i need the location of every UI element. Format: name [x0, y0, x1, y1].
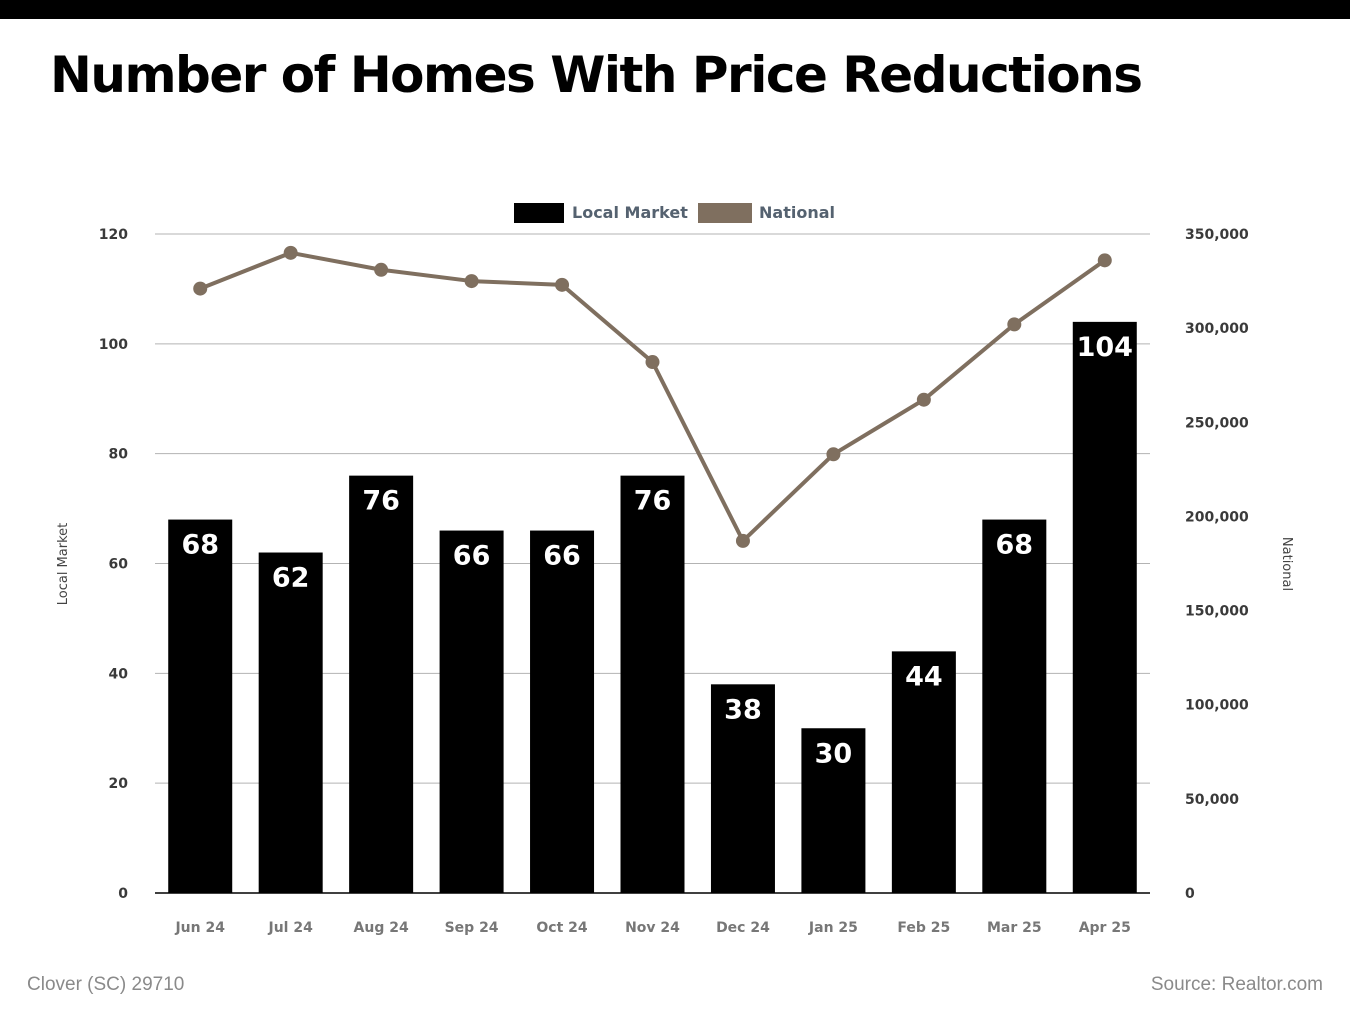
line-point	[374, 262, 389, 277]
y2-tick-label: 50,000	[1185, 792, 1239, 808]
bar-value-label: 76	[634, 486, 672, 517]
source-label: Source: Realtor.com	[1150, 974, 1323, 995]
y-tick-label: 100	[99, 337, 128, 353]
bar-value-label: 76	[362, 486, 400, 517]
bar-value-label: 68	[181, 530, 219, 561]
y-tick-label: 120	[99, 227, 128, 243]
location-label: Clover (SC) 29710	[27, 974, 185, 995]
bar	[439, 530, 504, 893]
y-tick-label: 80	[109, 447, 129, 463]
bar	[1072, 321, 1137, 893]
y2-tick-label: 150,000	[1185, 604, 1249, 620]
line-point	[1007, 317, 1022, 332]
bar	[349, 475, 414, 893]
line-point	[464, 274, 479, 289]
axes: 0 20 40 60 80 100 120 0 50,000 100,000 150,000 200,…	[56, 227, 1294, 936]
y2-tick-label: 300,000	[1185, 321, 1249, 337]
x-tick-label: Oct 24	[536, 920, 588, 936]
line-point	[1097, 253, 1112, 268]
line-point	[826, 447, 841, 462]
bar	[891, 651, 956, 893]
y2-tick-label: 250,000	[1185, 415, 1249, 431]
bar-value-label: 68	[996, 530, 1034, 561]
chart-title: Number of Homes With Price Reductions	[50, 46, 1143, 104]
bar	[801, 728, 866, 893]
top-bar	[0, 0, 1350, 19]
bar-value-label: 104	[1077, 332, 1133, 363]
y-axis-label: Local Market	[56, 523, 71, 606]
y2-tick-label: 200,000	[1185, 509, 1249, 525]
legend: Local Market National	[514, 203, 835, 223]
legend-swatch-local	[514, 203, 564, 223]
x-tick-label: Aug 24	[354, 920, 409, 936]
national-line	[193, 245, 1112, 548]
line-point	[193, 281, 208, 296]
bar	[168, 519, 233, 893]
y-tick-label: 0	[118, 886, 128, 902]
line-point	[916, 392, 931, 407]
legend-label-local: Local Market	[572, 203, 688, 222]
line-point	[283, 245, 298, 260]
x-tick-label: Jun 24	[174, 920, 225, 936]
bar-value-label: 66	[453, 541, 491, 572]
y2-tick-label: 0	[1185, 886, 1195, 902]
x-tick-label: Dec 24	[716, 920, 770, 936]
data-labels: 68 62 76 66 66 76 38 30 44 68 104	[181, 332, 1133, 769]
bar	[710, 684, 775, 893]
bar	[530, 530, 595, 893]
x-tick-label: Jul 24	[268, 920, 314, 936]
y-tick-label: 40	[109, 666, 129, 682]
bar	[982, 519, 1047, 893]
line-point	[555, 277, 570, 292]
bar-value-label: 38	[724, 694, 762, 725]
bar-value-label: 44	[905, 661, 943, 692]
x-tick-label: Feb 25	[897, 920, 950, 936]
x-tick-label: Nov 24	[625, 920, 680, 936]
x-tick-label: Apr 25	[1079, 920, 1131, 936]
x-tick-label: Mar 25	[987, 920, 1042, 936]
x-tick-label: Sep 24	[445, 920, 499, 936]
bar	[620, 475, 685, 893]
legend-swatch-national	[698, 203, 752, 223]
line-point	[645, 355, 660, 370]
y2-axis-label: National	[1279, 537, 1294, 591]
bar-value-label: 30	[815, 738, 853, 769]
bar-value-label: 66	[543, 541, 581, 572]
legend-label-national: National	[759, 203, 835, 222]
local-market-bars	[168, 321, 1137, 893]
y-tick-label: 20	[109, 776, 129, 792]
y2-tick-label: 350,000	[1185, 227, 1249, 243]
y2-tick-label: 100,000	[1185, 698, 1249, 714]
y-tick-label: 60	[109, 557, 129, 573]
bar	[258, 552, 323, 893]
bar-value-label: 62	[272, 563, 310, 594]
x-tick-label: Jan 25	[808, 920, 858, 936]
line-point	[735, 533, 750, 548]
